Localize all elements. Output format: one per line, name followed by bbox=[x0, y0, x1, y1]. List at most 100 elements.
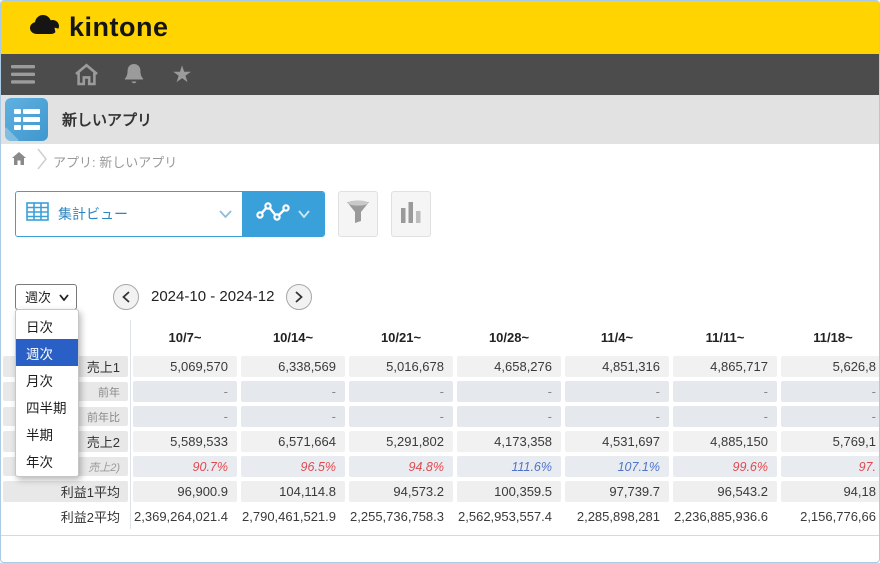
table-cell: 4,658,276 bbox=[455, 354, 563, 379]
hamburger-icon[interactable] bbox=[6, 60, 40, 90]
kintone-logo[interactable]: kintone bbox=[28, 12, 169, 43]
period-option[interactable]: 半期 bbox=[16, 420, 78, 447]
table-cell: 94,18 bbox=[779, 479, 880, 504]
cell-value: 107.1% bbox=[565, 456, 669, 477]
logo-text: kintone bbox=[69, 12, 169, 43]
table-grid-icon bbox=[26, 202, 49, 226]
row-header: 利益2平均 bbox=[1, 504, 131, 529]
cell-value: - bbox=[457, 381, 561, 402]
next-period-button[interactable] bbox=[286, 284, 312, 310]
table-cell: 4,851,316 bbox=[563, 354, 671, 379]
table-cell: 6,338,569 bbox=[239, 354, 347, 379]
period-selected-value: 週次 bbox=[25, 287, 51, 306]
period-select[interactable]: 週次 bbox=[15, 284, 77, 310]
table-cell: - bbox=[779, 404, 880, 429]
date-range: 2024-10 - 2024-12 bbox=[151, 288, 274, 305]
row-label: 利益1平均 bbox=[3, 481, 128, 502]
app-header: 新しいアプリ bbox=[1, 95, 879, 144]
table-cell: 4,885,150 bbox=[671, 429, 779, 454]
column-header: 10/28~ bbox=[455, 320, 563, 354]
table-cell: - bbox=[671, 379, 779, 404]
table-cell: 6,571,664 bbox=[239, 429, 347, 454]
cell-value: 2,236,885,936.6 bbox=[673, 506, 777, 527]
graph-button[interactable] bbox=[391, 191, 431, 237]
cell-value: 4,531,697 bbox=[565, 431, 669, 452]
cell-value: 2,285,898,281 bbox=[565, 506, 669, 527]
chart-toggle-button[interactable] bbox=[242, 192, 324, 236]
period-option[interactable]: 月次 bbox=[16, 366, 78, 393]
column-header: 11/18~ bbox=[779, 320, 880, 354]
breadcrumb-text[interactable]: アプリ: 新しいアプリ bbox=[53, 152, 177, 171]
home-icon[interactable] bbox=[69, 60, 103, 90]
period-dropdown: 日次週次月次四半期半期年次 bbox=[15, 309, 79, 477]
brand-bar: kintone bbox=[1, 1, 879, 54]
breadcrumb: アプリ: 新しいアプリ bbox=[1, 144, 879, 178]
cell-value: 90.7% bbox=[133, 456, 237, 477]
table-header-row: 10/7~10/14~10/21~10/28~11/4~11/11~11/18~ bbox=[1, 320, 880, 354]
cloud-icon bbox=[28, 12, 62, 43]
column-header: 11/4~ bbox=[563, 320, 671, 354]
period-option[interactable]: 週次 bbox=[16, 339, 78, 366]
prev-period-button[interactable] bbox=[113, 284, 139, 310]
period-option[interactable]: 四半期 bbox=[16, 393, 78, 420]
app-table-icon[interactable] bbox=[5, 98, 48, 141]
table-cell: 2,790,461,521.9 bbox=[239, 504, 347, 529]
cell-value: - bbox=[457, 406, 561, 427]
cell-value: 96.5% bbox=[241, 456, 345, 477]
view-dropdown[interactable]: 集計ビュー bbox=[16, 192, 242, 236]
table-cell: - bbox=[455, 379, 563, 404]
table-cell: - bbox=[347, 379, 455, 404]
table-cell: 4,531,697 bbox=[563, 429, 671, 454]
cell-value: - bbox=[241, 406, 345, 427]
cell-value: 5,069,570 bbox=[133, 356, 237, 377]
cell-value: 4,865,717 bbox=[673, 356, 777, 377]
table-cell: 100,359.5 bbox=[455, 479, 563, 504]
column-header: 10/7~ bbox=[131, 320, 239, 354]
view-bar: 集計ビュー bbox=[15, 191, 879, 237]
chevron-down-icon bbox=[298, 205, 310, 223]
table-cell: 96,543.2 bbox=[671, 479, 779, 504]
table-cell: - bbox=[563, 404, 671, 429]
bell-icon[interactable] bbox=[117, 60, 151, 90]
cell-value: 2,369,264,021.4 bbox=[133, 506, 237, 527]
cell-value: 5,769,1 bbox=[781, 431, 880, 452]
table-cell: 90.7% bbox=[131, 454, 239, 479]
table-cell: 104,114.8 bbox=[239, 479, 347, 504]
table-cell: - bbox=[671, 404, 779, 429]
cell-value: 97,739.7 bbox=[565, 481, 669, 502]
cell-value: - bbox=[133, 381, 237, 402]
cell-value: 5,626,8 bbox=[781, 356, 880, 377]
table-cell: 97. bbox=[779, 454, 880, 479]
table-cell: 5,069,570 bbox=[131, 354, 239, 379]
table-cell: 2,285,898,281 bbox=[563, 504, 671, 529]
period-option[interactable]: 年次 bbox=[16, 447, 78, 474]
table-cell: 2,369,264,021.4 bbox=[131, 504, 239, 529]
cell-value: 100,359.5 bbox=[457, 481, 561, 502]
column-header: 11/11~ bbox=[671, 320, 779, 354]
table-cell: 97,739.7 bbox=[563, 479, 671, 504]
bar-chart-icon bbox=[400, 200, 422, 229]
star-icon[interactable]: ★ bbox=[165, 60, 199, 90]
filter-button[interactable] bbox=[338, 191, 378, 237]
table-cell: - bbox=[131, 404, 239, 429]
table-row: 前年比------- bbox=[1, 404, 880, 429]
chevron-down-icon bbox=[59, 289, 69, 304]
cell-value: 2,562,953,557.4 bbox=[457, 506, 561, 527]
table-cell: 2,562,953,557.4 bbox=[455, 504, 563, 529]
home-icon[interactable] bbox=[11, 151, 27, 171]
cell-value: 6,338,569 bbox=[241, 356, 345, 377]
cell-value: - bbox=[565, 406, 669, 427]
table-cell: 2,156,776,66 bbox=[779, 504, 880, 529]
table-cell: 5,769,1 bbox=[779, 429, 880, 454]
cell-value: - bbox=[673, 406, 777, 427]
table-cell: 5,589,533 bbox=[131, 429, 239, 454]
cell-value: - bbox=[673, 381, 777, 402]
table-cell: 96,900.9 bbox=[131, 479, 239, 504]
cell-value: 104,114.8 bbox=[241, 481, 345, 502]
pivot-table-wrap: 10/7~10/14~10/21~10/28~11/4~11/11~11/18~… bbox=[1, 320, 880, 529]
view-selector: 集計ビュー bbox=[15, 191, 325, 237]
pivot-table: 10/7~10/14~10/21~10/28~11/4~11/11~11/18~… bbox=[1, 320, 880, 529]
period-option[interactable]: 日次 bbox=[16, 312, 78, 339]
table-cell: 5,291,802 bbox=[347, 429, 455, 454]
cell-value: 94.8% bbox=[349, 456, 453, 477]
